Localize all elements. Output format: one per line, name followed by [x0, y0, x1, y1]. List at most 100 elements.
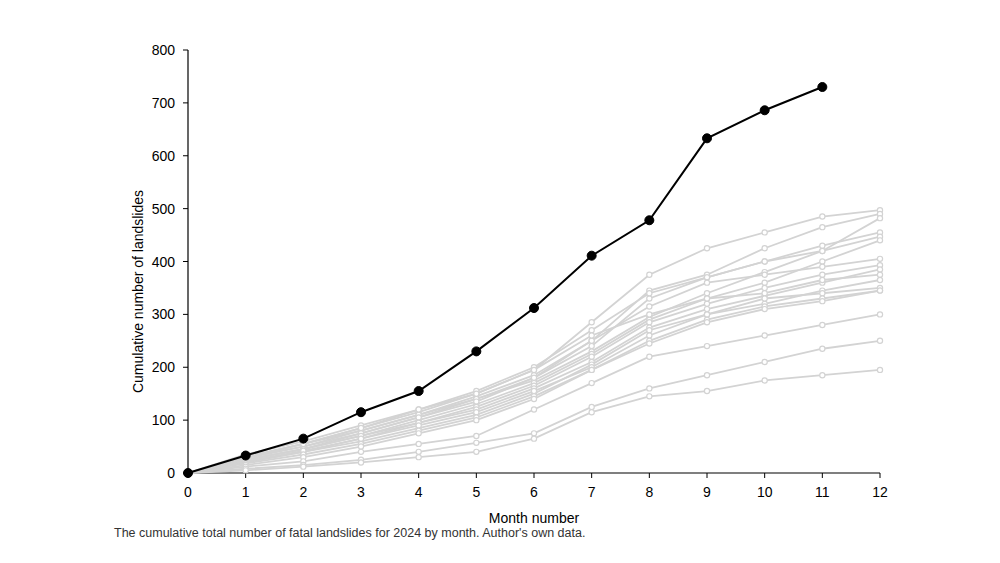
- series-marker: [820, 243, 825, 248]
- x-tick-label: 5: [472, 484, 480, 500]
- x-tick-label: 12: [872, 484, 888, 500]
- series-marker: [474, 418, 479, 423]
- series-marker: [704, 275, 709, 280]
- series-marker: [820, 225, 825, 230]
- series-marker: [531, 367, 536, 372]
- series-marker: [762, 333, 767, 338]
- series: [184, 83, 827, 478]
- y-tick-label: 400: [152, 254, 176, 270]
- series-marker: [762, 259, 767, 264]
- series-line: [188, 218, 880, 473]
- x-tick: [591, 473, 592, 478]
- series-marker: [474, 433, 479, 438]
- series: [185, 312, 882, 476]
- series-marker: [647, 272, 652, 277]
- series-marker: [820, 272, 825, 277]
- x-tick-label: 2: [299, 484, 307, 500]
- x-tick: [822, 473, 823, 478]
- y-tick-label: 0: [167, 465, 175, 481]
- series-marker: [647, 354, 652, 359]
- series-marker: [820, 299, 825, 304]
- series-marker: [241, 451, 250, 460]
- y-tick: [183, 102, 188, 103]
- series-marker: [531, 375, 536, 380]
- series-marker: [704, 320, 709, 325]
- series-line: [188, 314, 880, 473]
- series-marker: [647, 333, 652, 338]
- series-marker: [531, 431, 536, 436]
- series-marker: [704, 312, 709, 317]
- series: [185, 230, 882, 476]
- x-tick-label: 3: [357, 484, 365, 500]
- series-marker: [414, 387, 423, 396]
- series: [185, 285, 882, 475]
- series-marker: [877, 367, 882, 372]
- y-tick-label: 500: [152, 201, 176, 217]
- series-marker: [416, 415, 421, 420]
- y-tick-label: 100: [152, 412, 176, 428]
- series-marker: [704, 246, 709, 251]
- series-marker: [704, 275, 709, 280]
- series-marker: [589, 381, 594, 386]
- series-marker: [531, 388, 536, 393]
- series: [185, 263, 882, 476]
- series-marker: [877, 312, 882, 317]
- x-tick-label: 0: [184, 484, 192, 500]
- x-tick-label: 11: [815, 484, 830, 500]
- series-marker: [820, 214, 825, 219]
- x-tick-label: 8: [645, 484, 653, 500]
- x-axis-title: Month number: [489, 510, 580, 526]
- series-marker: [416, 407, 421, 412]
- series-marker: [472, 347, 481, 356]
- series-marker: [760, 106, 769, 115]
- x-tick: [303, 473, 304, 478]
- series-marker: [358, 436, 363, 441]
- series-marker: [877, 238, 882, 243]
- x-tick-label: 6: [530, 484, 538, 500]
- series-line: [188, 275, 880, 473]
- series-marker: [704, 344, 709, 349]
- series-marker: [647, 304, 652, 309]
- y-tick: [183, 50, 188, 51]
- series-marker: [416, 449, 421, 454]
- x-tick: [245, 473, 246, 478]
- series-marker: [877, 288, 882, 293]
- series: [185, 367, 882, 475]
- x-tick: [418, 473, 419, 478]
- series-line: [188, 341, 880, 473]
- series-marker: [589, 338, 594, 343]
- series: [185, 216, 882, 476]
- series-marker: [587, 251, 596, 260]
- series: [185, 272, 882, 475]
- x-tick: [707, 473, 708, 478]
- series-marker: [762, 306, 767, 311]
- series: [185, 288, 882, 476]
- plot-area: [184, 83, 883, 478]
- series-marker: [762, 285, 767, 290]
- series-marker: [762, 272, 767, 277]
- series-marker: [589, 367, 594, 372]
- series-marker: [704, 373, 709, 378]
- caption: The cumulative total number of fatal lan…: [114, 526, 585, 540]
- series-marker: [818, 83, 827, 92]
- series-marker: [820, 248, 825, 253]
- series-marker: [589, 320, 594, 325]
- series-line: [188, 291, 880, 473]
- series-line: [188, 237, 880, 473]
- series-marker: [416, 407, 421, 412]
- series-line: [188, 214, 880, 473]
- series-line: [188, 291, 880, 473]
- series-marker: [647, 296, 652, 301]
- series-marker: [474, 399, 479, 404]
- y-tick: [183, 314, 188, 315]
- series-line: [188, 87, 822, 473]
- series-marker: [762, 291, 767, 296]
- y-tick: [183, 261, 188, 262]
- y-tick-label: 700: [152, 95, 176, 111]
- series-marker: [647, 386, 652, 391]
- series-marker: [299, 434, 308, 443]
- series-marker: [531, 407, 536, 412]
- series-line: [188, 210, 880, 473]
- y-axis-title: Cumulative number of landslides: [130, 190, 146, 393]
- series-marker: [762, 280, 767, 285]
